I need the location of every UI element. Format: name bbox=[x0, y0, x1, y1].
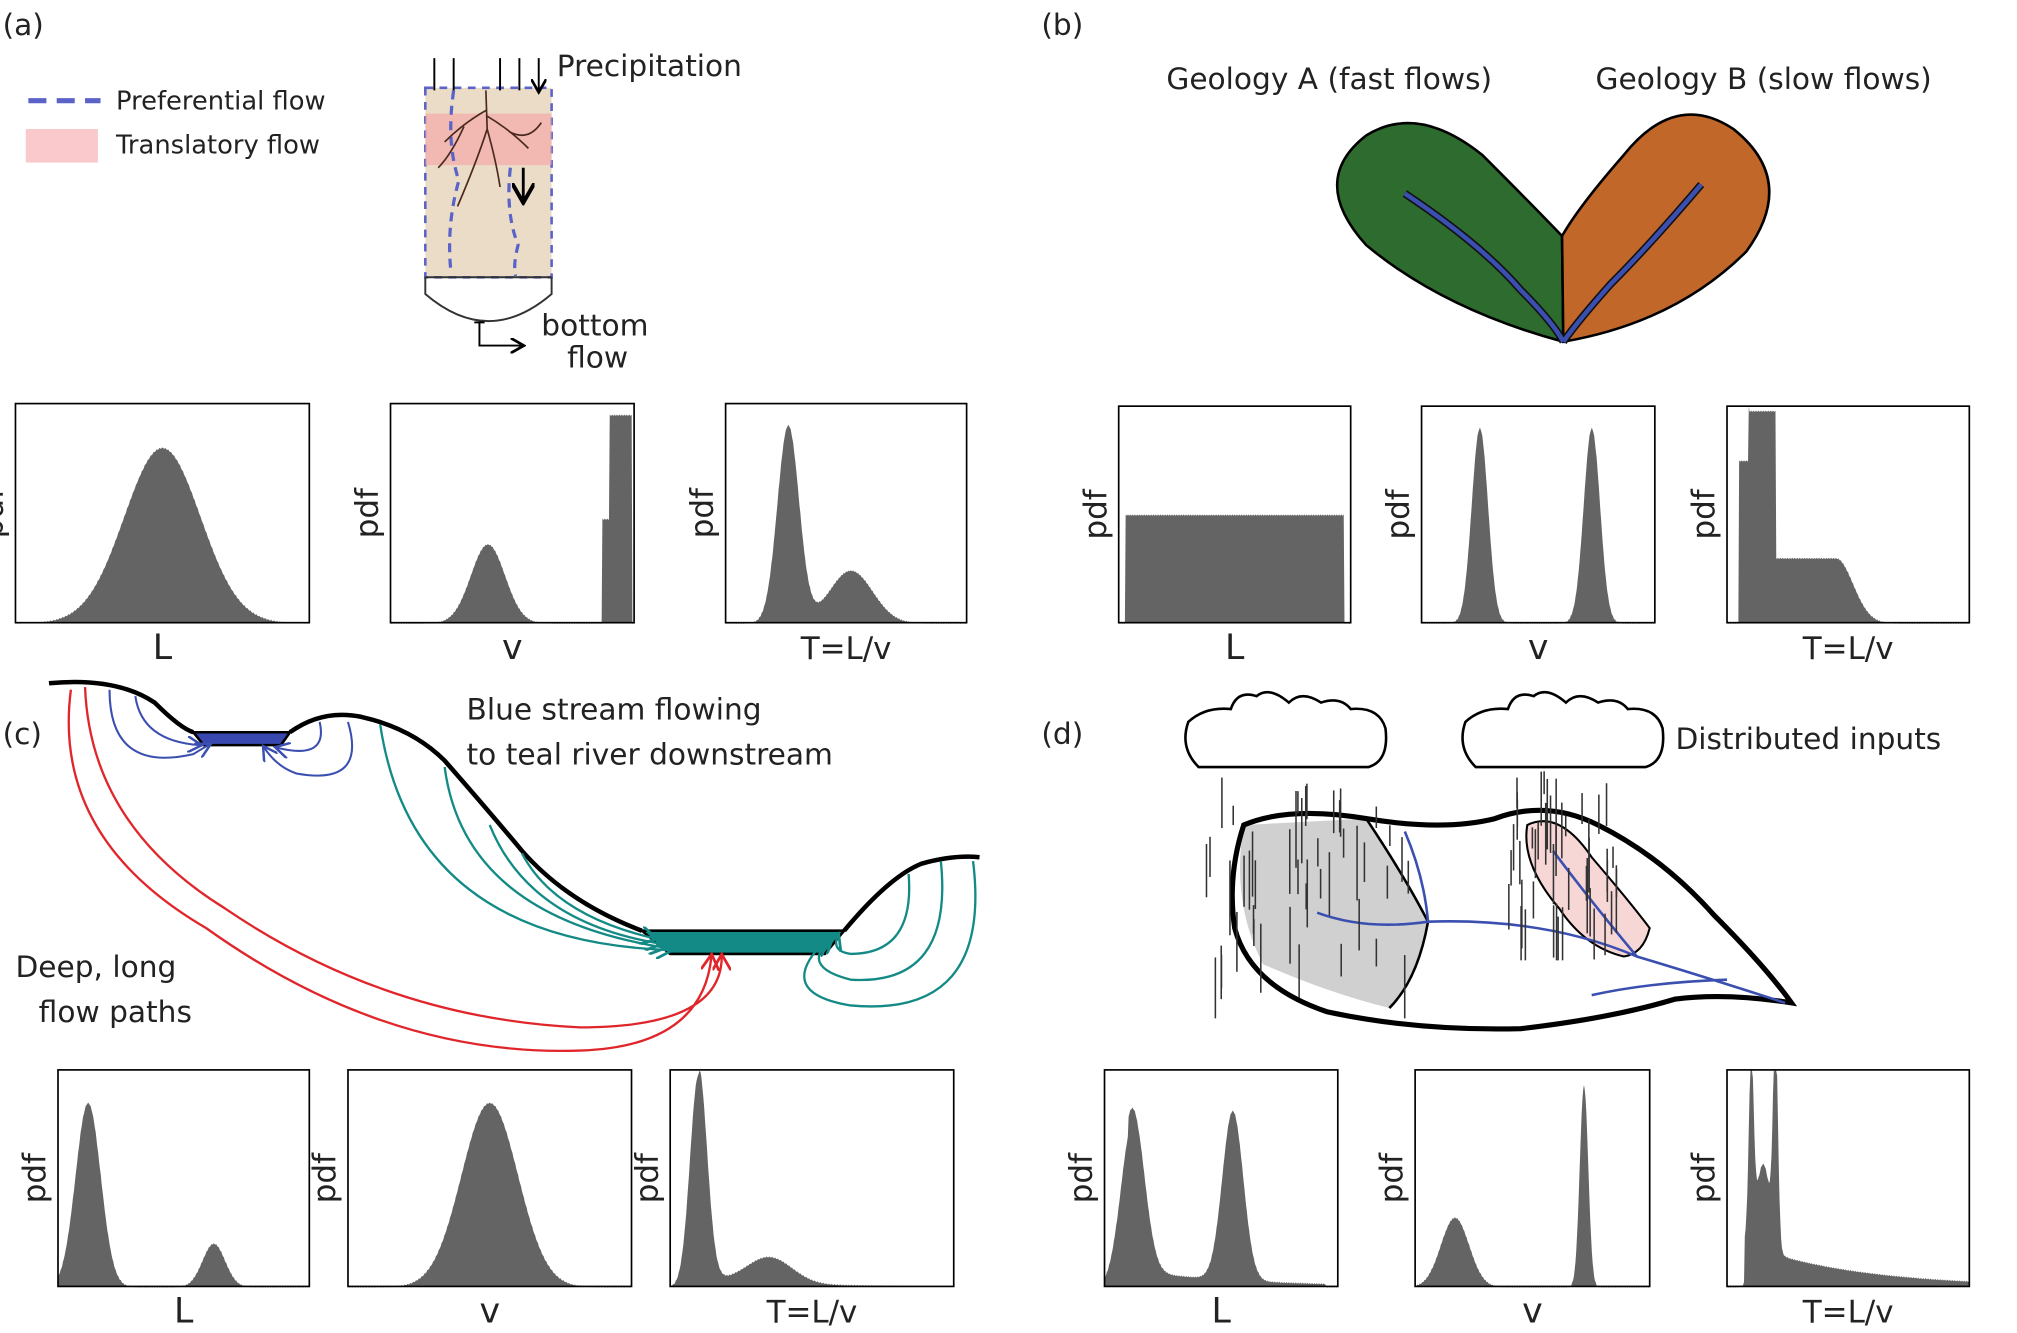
x-axis-label: L bbox=[153, 628, 173, 668]
soil-column bbox=[25, 58, 553, 345]
plot-frame bbox=[724, 402, 968, 624]
x-axis-label: v bbox=[1522, 1292, 1543, 1332]
x-axis-label: v bbox=[1528, 628, 1549, 668]
x-axis-label: L bbox=[174, 1292, 194, 1332]
annotation: Deep, long bbox=[15, 949, 176, 984]
pdf-shape bbox=[57, 1102, 310, 1288]
plot-frame bbox=[1117, 405, 1352, 624]
legend-label: Preferential flow bbox=[116, 87, 326, 117]
pdf-shape bbox=[1118, 514, 1351, 624]
y-axis-label: pdf bbox=[1381, 488, 1417, 539]
plot-frame bbox=[14, 402, 311, 624]
x-axis-label: v bbox=[502, 628, 523, 668]
y-axis-label: pdf bbox=[1374, 1152, 1410, 1203]
legend-label: Translatory flow bbox=[115, 131, 320, 161]
y-axis-label: pdf bbox=[1064, 1152, 1100, 1203]
panel-label: (c) bbox=[3, 716, 42, 751]
y-axis-label: pdf bbox=[685, 487, 721, 538]
y-axis-label: pdf bbox=[350, 487, 386, 538]
annotation: Distributed inputs bbox=[1675, 721, 1941, 756]
panel-label: (a) bbox=[3, 7, 44, 42]
x-axis-label: v bbox=[479, 1292, 500, 1332]
annotation: Blue stream flowing bbox=[467, 691, 762, 726]
annotation: Geology A (fast flows) bbox=[1166, 61, 1492, 96]
annotation: to teal river downstream bbox=[467, 736, 833, 771]
plot-frame bbox=[1414, 1069, 1651, 1288]
annotation: Precipitation bbox=[557, 48, 742, 83]
annotation: bottom bbox=[541, 307, 648, 342]
pdf-shape bbox=[15, 447, 310, 624]
plot-frame bbox=[669, 1069, 955, 1288]
x-axis-label: T=L/v bbox=[766, 1295, 858, 1331]
distributed-catchment bbox=[1184, 690, 1798, 1032]
y-axis-label: pdf bbox=[17, 1152, 53, 1203]
plot-frame bbox=[1420, 405, 1656, 624]
x-axis-label: L bbox=[1211, 1292, 1231, 1332]
pdf-shape bbox=[670, 1070, 954, 1287]
y-axis-label: pdf bbox=[1686, 1152, 1722, 1203]
x-axis-label: T=L/v bbox=[800, 631, 892, 667]
y-axis-label: pdf bbox=[1078, 488, 1114, 539]
plot-frame bbox=[57, 1069, 311, 1288]
y-axis-label: pdf bbox=[0, 487, 11, 538]
plot-frame bbox=[1726, 405, 1971, 624]
pdf-shape bbox=[1727, 406, 1970, 624]
pdf-shape bbox=[390, 414, 635, 624]
x-axis-label: L bbox=[1225, 628, 1245, 668]
y-axis-label: pdf bbox=[1686, 488, 1722, 539]
panel-label: (b) bbox=[1041, 7, 1083, 42]
plot-frame bbox=[389, 402, 635, 624]
pdf-shape bbox=[347, 1102, 632, 1288]
x-axis-label: T=L/v bbox=[1802, 1295, 1894, 1331]
plot-frame bbox=[1103, 1069, 1339, 1288]
pdf-shape bbox=[1104, 1107, 1338, 1288]
x-axis-label: T=L/v bbox=[1802, 631, 1894, 667]
hillslope bbox=[48, 679, 980, 1053]
y-axis-label: pdf bbox=[629, 1152, 665, 1203]
catchments bbox=[1335, 113, 1771, 344]
pdf-shape bbox=[1727, 1069, 1970, 1288]
pdf-shape bbox=[1421, 427, 1655, 624]
annotation: flow bbox=[567, 339, 628, 374]
annotation: Geology B (slow flows) bbox=[1596, 61, 1932, 96]
pdf-shape bbox=[725, 424, 967, 624]
y-axis-label: pdf bbox=[307, 1152, 343, 1203]
annotation: flow paths bbox=[39, 994, 192, 1029]
pdf-shape bbox=[1415, 1085, 1650, 1288]
plot-frame bbox=[1726, 1069, 1971, 1288]
plot-frame bbox=[347, 1069, 633, 1288]
panel-label: (d) bbox=[1041, 716, 1083, 751]
